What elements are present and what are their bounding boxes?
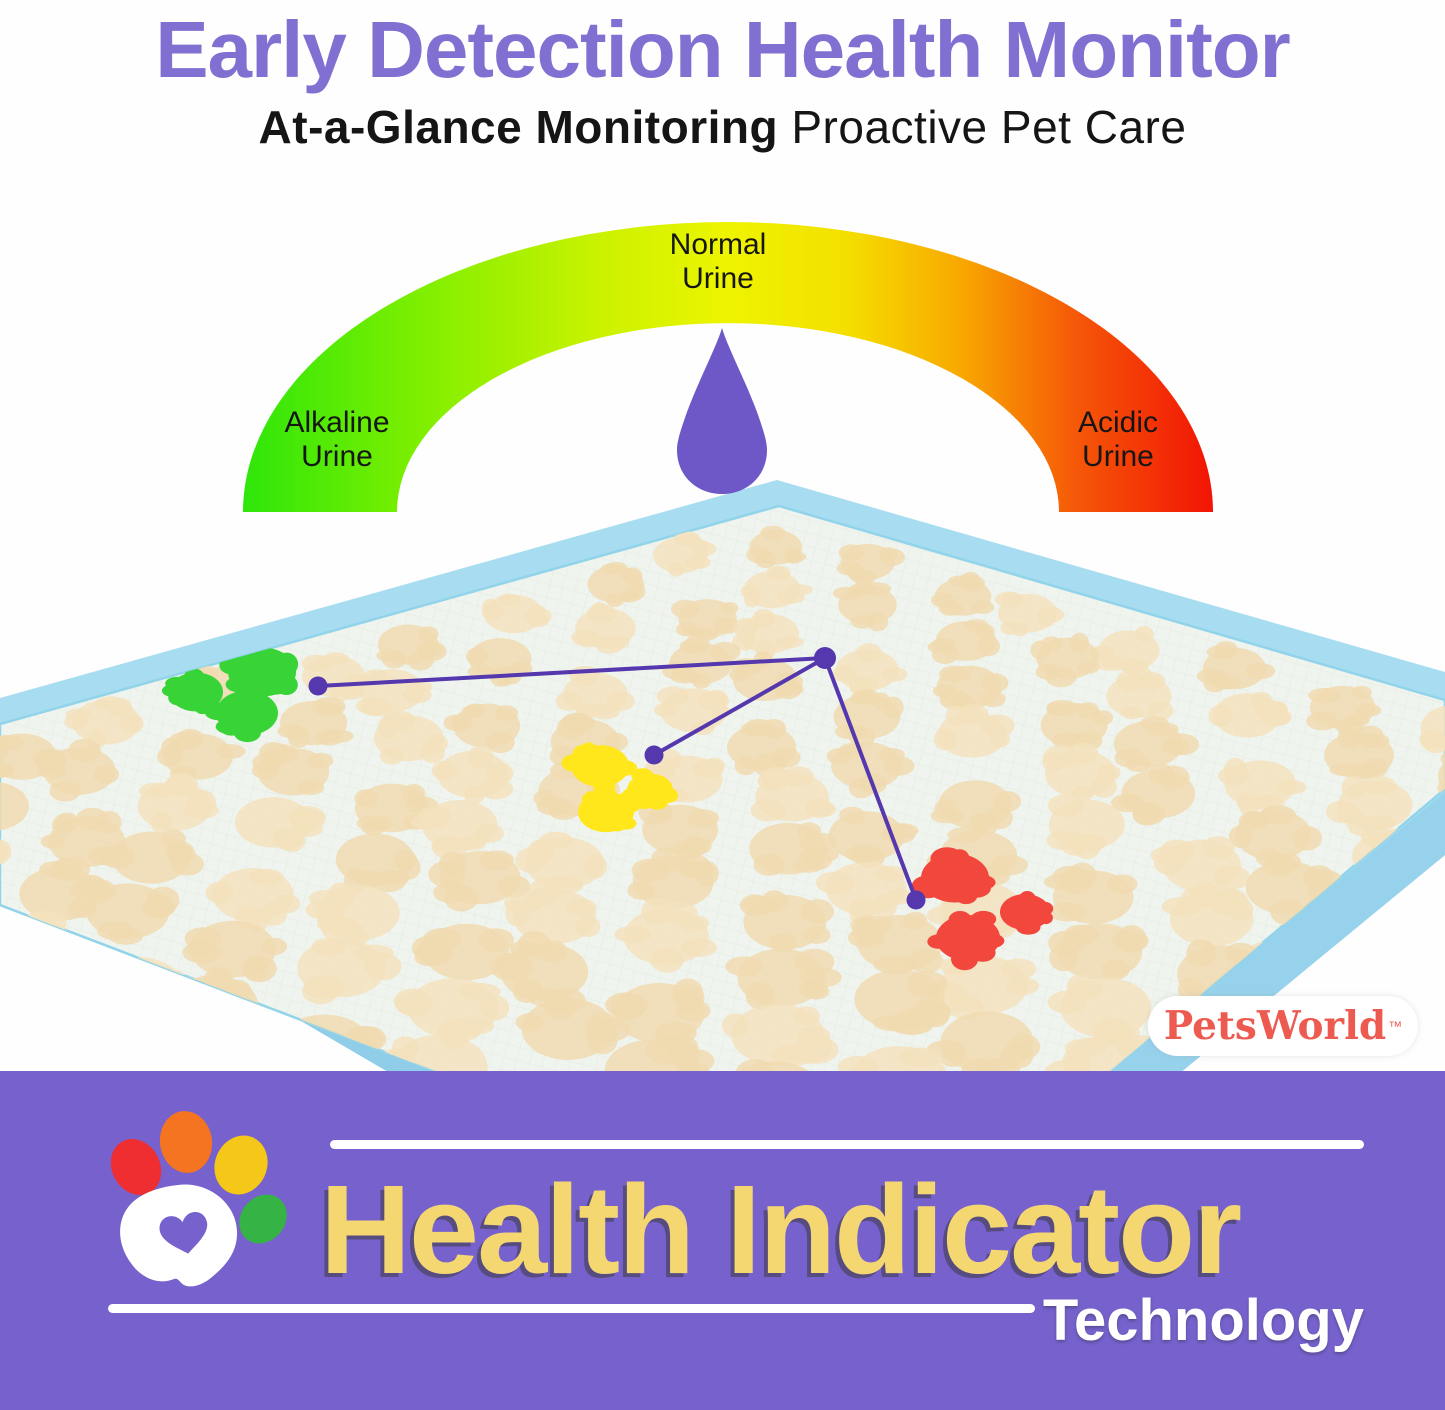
paw-toe-green	[239, 1194, 287, 1244]
gauge-label-acidic: Acidic Urine	[1077, 406, 1159, 473]
paw-toe-red	[110, 1139, 162, 1195]
droplet-icon	[677, 328, 767, 494]
footer-subheading: Technology	[1042, 1288, 1364, 1353]
brand-badge: PetsWorld ™	[1148, 996, 1418, 1056]
pad-surface	[0, 504, 1445, 1075]
footer-rule-bottom	[108, 1304, 1035, 1313]
callout-connectors	[308, 647, 926, 910]
page-subtitle: At-a-Glance Monitoring Proactive Pet Car…	[0, 100, 1445, 154]
footer-heading: Health Indicator	[320, 1159, 1242, 1300]
pad-blue-border	[0, 480, 1445, 1073]
subtitle-regular: Proactive Pet Care	[778, 101, 1187, 153]
pad-side-shade-left	[0, 845, 440, 1073]
indicator-splotches	[161, 647, 1054, 971]
pad-surface-texture	[0, 506, 1445, 1073]
brand-name: PetsWorld	[1163, 1003, 1387, 1049]
footer-rule-top	[330, 1140, 1364, 1149]
footer-banner: Health Indicator Technology	[0, 1071, 1445, 1410]
paw-toe-yellow	[214, 1135, 268, 1195]
gauge-label-alkaline: Alkaline Urine	[284, 406, 390, 473]
trademark-symbol: ™	[1388, 1018, 1403, 1034]
paw-toe-orange	[159, 1111, 213, 1173]
gauge-label-normal: Normal Urine	[669, 228, 767, 295]
paw-logo-icon	[110, 1111, 287, 1287]
paw-heart-icon	[159, 1211, 208, 1254]
page-title: Early Detection Health Monitor	[155, 5, 1291, 94]
subtitle-bold: At-a-Glance Monitoring	[258, 101, 779, 153]
